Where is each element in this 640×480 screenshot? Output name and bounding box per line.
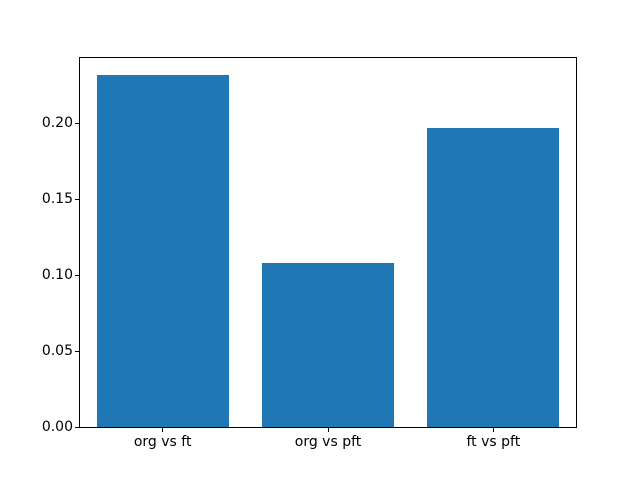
bar-org-vs-pft <box>261 263 395 427</box>
y-tick-mark <box>75 198 79 200</box>
bar-org-vs-ft <box>96 74 229 427</box>
y-tick-label: 0.05 <box>41 343 73 360</box>
x-tick-mark <box>492 428 494 432</box>
y-tick-label: 0.10 <box>41 267 73 284</box>
y-tick-mark <box>75 350 79 352</box>
y-tick-label: 0.15 <box>41 191 73 208</box>
y-tick-mark <box>75 274 79 276</box>
x-tick-label: org vs ft <box>133 434 192 450</box>
y-tick-label: 0.00 <box>41 419 73 435</box>
plot-area <box>79 57 577 428</box>
y-tick-label: 0.20 <box>41 115 73 132</box>
y-tick-mark <box>75 122 79 124</box>
x-tick-mark <box>327 428 329 432</box>
x-tick-mark <box>162 428 164 432</box>
x-tick-label: org vs pft <box>294 434 362 450</box>
y-tick-mark <box>75 426 79 428</box>
bar-ft-vs-pft <box>427 127 560 427</box>
x-tick-label: ft vs pft <box>466 434 521 450</box>
